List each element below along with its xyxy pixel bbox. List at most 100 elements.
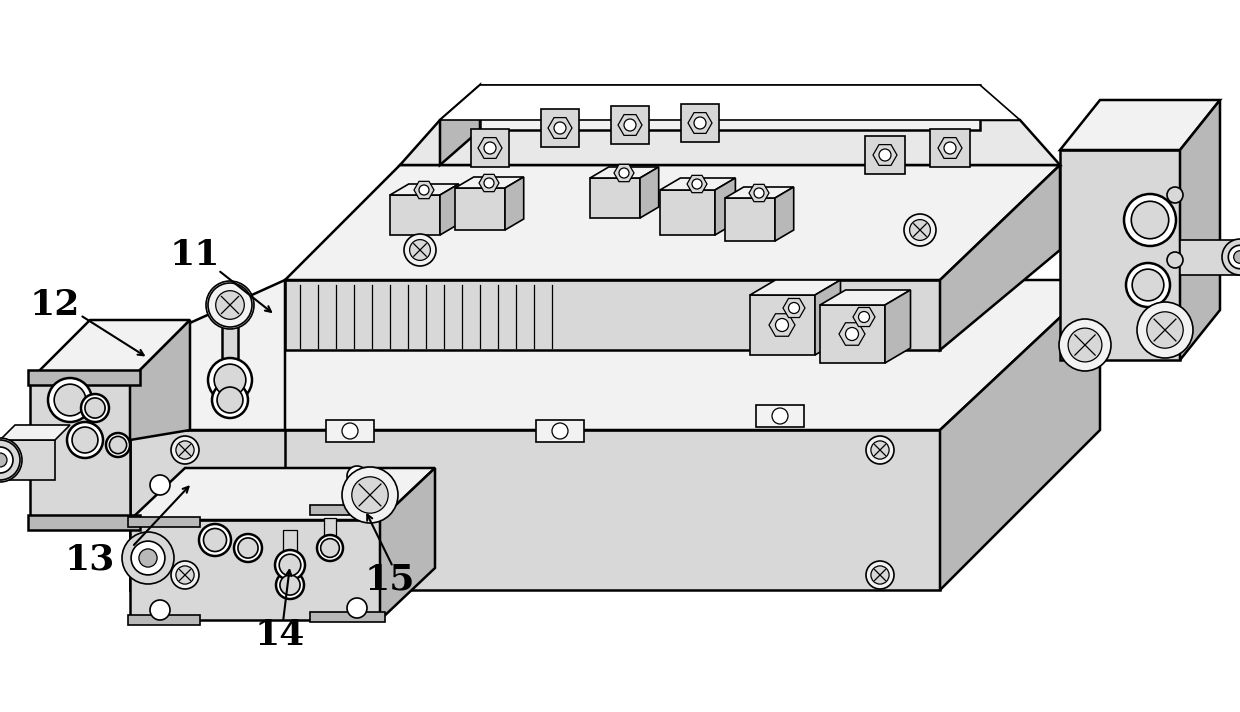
Circle shape [870, 441, 889, 459]
Polygon shape [29, 370, 140, 385]
Circle shape [238, 538, 258, 558]
Polygon shape [782, 298, 805, 318]
Circle shape [216, 290, 244, 319]
Polygon shape [725, 187, 794, 198]
Polygon shape [283, 530, 298, 565]
Polygon shape [401, 120, 1060, 165]
Circle shape [277, 571, 304, 599]
Circle shape [150, 600, 170, 620]
Polygon shape [750, 295, 815, 355]
Polygon shape [455, 188, 505, 230]
Polygon shape [815, 280, 841, 355]
Circle shape [215, 364, 246, 396]
Polygon shape [130, 320, 190, 440]
Circle shape [404, 234, 436, 266]
Polygon shape [590, 178, 640, 218]
Text: 15: 15 [365, 563, 415, 597]
Polygon shape [440, 85, 1021, 120]
Circle shape [280, 575, 300, 595]
Text: 11: 11 [170, 238, 221, 272]
Circle shape [1059, 319, 1111, 371]
Circle shape [84, 398, 105, 418]
Polygon shape [839, 323, 866, 345]
Polygon shape [618, 115, 642, 135]
Circle shape [347, 466, 367, 486]
Polygon shape [750, 280, 841, 295]
Circle shape [619, 168, 629, 178]
Polygon shape [873, 145, 897, 165]
Polygon shape [130, 280, 285, 430]
Circle shape [754, 188, 764, 198]
Polygon shape [590, 167, 658, 178]
Polygon shape [379, 468, 435, 620]
Circle shape [234, 534, 262, 562]
Circle shape [1131, 201, 1169, 239]
Circle shape [866, 561, 894, 589]
Polygon shape [130, 430, 285, 590]
Circle shape [0, 447, 12, 473]
Polygon shape [1180, 240, 1240, 275]
Circle shape [1167, 252, 1183, 268]
Polygon shape [130, 430, 940, 590]
Circle shape [171, 436, 198, 464]
Circle shape [409, 240, 430, 261]
Circle shape [150, 475, 170, 495]
Polygon shape [128, 615, 200, 625]
Circle shape [944, 142, 956, 154]
Polygon shape [930, 129, 970, 167]
Polygon shape [1180, 100, 1220, 360]
Polygon shape [548, 117, 572, 138]
Circle shape [109, 436, 126, 454]
Circle shape [1126, 263, 1171, 307]
Polygon shape [640, 167, 658, 218]
Polygon shape [480, 85, 980, 130]
Polygon shape [414, 182, 434, 199]
Circle shape [72, 427, 98, 453]
Circle shape [484, 178, 494, 188]
Circle shape [484, 142, 496, 154]
Polygon shape [688, 112, 712, 133]
Polygon shape [660, 178, 735, 190]
Polygon shape [853, 308, 875, 327]
Polygon shape [477, 137, 502, 158]
Polygon shape [687, 175, 707, 193]
Circle shape [866, 436, 894, 464]
Polygon shape [222, 305, 238, 380]
Polygon shape [130, 468, 435, 520]
Polygon shape [391, 195, 440, 235]
Circle shape [171, 561, 198, 589]
Circle shape [1132, 269, 1164, 301]
Circle shape [879, 149, 892, 161]
Circle shape [208, 283, 252, 327]
Circle shape [910, 219, 930, 241]
Circle shape [1229, 246, 1240, 268]
Polygon shape [541, 109, 579, 147]
Circle shape [317, 535, 343, 561]
Polygon shape [30, 320, 190, 380]
Circle shape [275, 550, 305, 580]
Polygon shape [820, 305, 885, 363]
Polygon shape [29, 515, 140, 530]
Circle shape [352, 477, 388, 513]
Polygon shape [940, 165, 1060, 350]
Polygon shape [0, 425, 69, 440]
Circle shape [773, 408, 787, 424]
Circle shape [342, 467, 398, 523]
Polygon shape [660, 190, 715, 235]
Polygon shape [440, 184, 459, 235]
Circle shape [552, 423, 568, 439]
Polygon shape [775, 187, 794, 241]
Circle shape [67, 422, 103, 458]
Circle shape [81, 394, 109, 422]
Circle shape [419, 185, 429, 195]
Circle shape [692, 179, 702, 189]
Circle shape [48, 378, 92, 422]
Circle shape [122, 532, 174, 584]
Circle shape [279, 554, 301, 576]
Circle shape [347, 598, 367, 618]
Circle shape [0, 440, 20, 480]
Text: 12: 12 [30, 288, 81, 322]
Polygon shape [820, 290, 910, 305]
Circle shape [176, 441, 195, 459]
Circle shape [1137, 302, 1193, 358]
